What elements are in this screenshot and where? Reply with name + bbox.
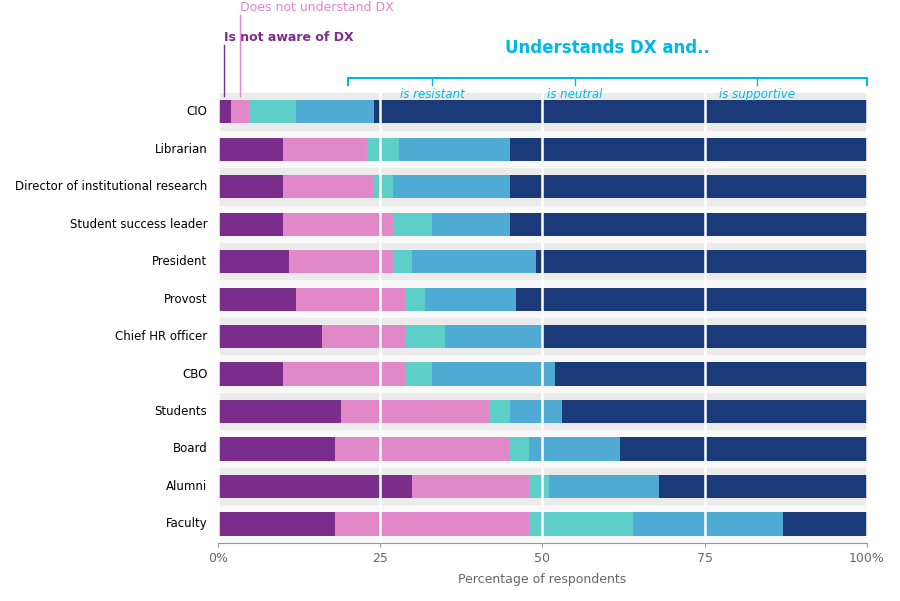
- Bar: [335, 438, 510, 460]
- Bar: [283, 213, 393, 236]
- Text: Does not understand DX: Does not understand DX: [240, 1, 394, 14]
- Bar: [283, 138, 367, 161]
- Bar: [783, 512, 867, 535]
- Bar: [529, 475, 549, 498]
- Bar: [400, 138, 510, 161]
- Bar: [374, 175, 393, 198]
- Bar: [218, 206, 867, 243]
- Bar: [432, 362, 555, 386]
- Bar: [218, 250, 289, 273]
- X-axis label: Percentage of respondents: Percentage of respondents: [458, 573, 626, 586]
- Bar: [374, 100, 867, 123]
- Bar: [536, 250, 867, 273]
- Bar: [549, 475, 660, 498]
- Bar: [510, 175, 867, 198]
- Bar: [289, 250, 393, 273]
- Text: Understands DX and..: Understands DX and..: [505, 39, 710, 57]
- Bar: [393, 250, 412, 273]
- Bar: [283, 362, 406, 386]
- Bar: [367, 138, 400, 161]
- Bar: [543, 325, 867, 348]
- Bar: [412, 250, 536, 273]
- Bar: [555, 362, 867, 386]
- Bar: [295, 100, 373, 123]
- Bar: [341, 400, 491, 423]
- Bar: [218, 175, 283, 198]
- Bar: [335, 512, 529, 535]
- Bar: [529, 512, 634, 535]
- Bar: [218, 355, 867, 393]
- Bar: [218, 93, 867, 130]
- Bar: [218, 130, 867, 168]
- Bar: [432, 213, 510, 236]
- Bar: [620, 438, 867, 460]
- Bar: [218, 393, 867, 430]
- Bar: [634, 512, 783, 535]
- Bar: [218, 100, 230, 123]
- Bar: [406, 287, 426, 311]
- Text: is neutral: is neutral: [547, 88, 602, 101]
- Bar: [491, 400, 510, 423]
- Bar: [393, 175, 510, 198]
- Bar: [295, 287, 406, 311]
- Bar: [218, 512, 335, 535]
- Bar: [510, 213, 867, 236]
- Bar: [660, 475, 867, 498]
- Bar: [218, 430, 867, 468]
- Bar: [218, 213, 283, 236]
- Text: Is not aware of DX: Is not aware of DX: [224, 31, 354, 44]
- Bar: [218, 168, 867, 206]
- Bar: [218, 138, 283, 161]
- Bar: [510, 138, 867, 161]
- Bar: [406, 325, 445, 348]
- Bar: [412, 475, 529, 498]
- Bar: [230, 100, 250, 123]
- Bar: [218, 243, 867, 281]
- Bar: [218, 281, 867, 318]
- Bar: [510, 400, 562, 423]
- Bar: [218, 400, 341, 423]
- Bar: [218, 287, 295, 311]
- Bar: [250, 100, 295, 123]
- Bar: [517, 287, 867, 311]
- Text: is resistant: is resistant: [400, 88, 464, 101]
- Bar: [218, 475, 412, 498]
- Bar: [529, 438, 620, 460]
- Bar: [445, 325, 543, 348]
- Bar: [510, 438, 529, 460]
- Bar: [218, 318, 867, 355]
- Bar: [218, 362, 283, 386]
- Bar: [426, 287, 517, 311]
- Bar: [406, 362, 432, 386]
- Text: is supportive: is supportive: [719, 88, 795, 101]
- Bar: [283, 175, 374, 198]
- Bar: [218, 468, 867, 505]
- Bar: [218, 505, 867, 543]
- Bar: [218, 438, 335, 460]
- Bar: [321, 325, 406, 348]
- Bar: [562, 400, 867, 423]
- Bar: [393, 213, 432, 236]
- Bar: [218, 325, 321, 348]
